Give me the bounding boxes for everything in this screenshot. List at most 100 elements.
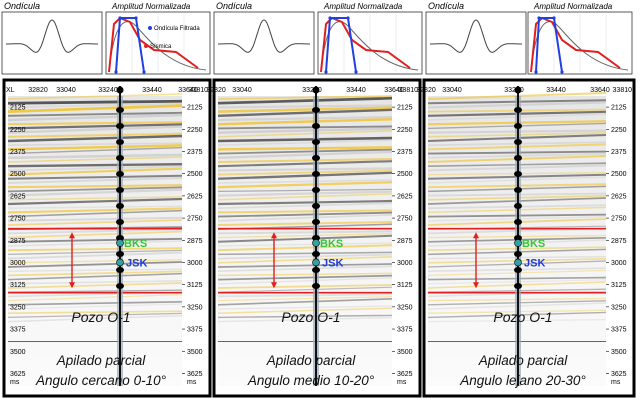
seismic-reflection <box>7 261 183 268</box>
time-tick-label: 3375 <box>187 327 203 334</box>
time-tick-label-left: 3125 <box>10 282 26 289</box>
seismic-reflection <box>217 213 393 222</box>
seismic-reflection <box>7 111 183 117</box>
legend-seismic-label: Sísmica <box>150 44 172 50</box>
seismic-reflection <box>217 160 393 168</box>
marker-top-label: BKS <box>522 238 545 250</box>
well-log-blip <box>312 219 320 225</box>
seismic-reflection <box>217 95 393 100</box>
seismic-reflection <box>217 298 393 306</box>
time-tick-label: 2250 <box>611 127 627 134</box>
marker-top-label: BKS <box>320 238 343 250</box>
xl-tick-label: 33440 <box>546 87 566 94</box>
time-tick-label-left: 2875 <box>10 238 26 245</box>
wavelet-curve <box>6 19 98 53</box>
seismic-reflection <box>7 268 183 272</box>
seismic-reflection <box>7 209 183 218</box>
seismic-reflection <box>7 310 183 314</box>
time-tick-label: 2750 <box>187 216 203 223</box>
seismic-reflection <box>7 216 183 222</box>
seismic-reflection <box>7 177 183 184</box>
seismic-reflection <box>7 219 183 226</box>
seismic-reflection <box>217 209 393 214</box>
wavelet-curve <box>218 19 310 53</box>
well-log-blip <box>116 187 124 193</box>
well-log-blip <box>514 171 522 177</box>
time-tick-label: 3125 <box>611 282 627 289</box>
xl-tick-label: 33240 <box>98 87 118 94</box>
seismic-reflection <box>217 316 393 323</box>
time-tick-label: 3125 <box>397 282 413 289</box>
well-log-blip <box>514 107 522 113</box>
stack-caption: Apilado parcial <box>266 353 357 368</box>
seismic-panel-3: BKS JSK 32820 33040 33240 33440 33640 33810 2125… <box>416 78 636 398</box>
angle-range-caption: Angulo lejano 20-30° <box>459 373 586 388</box>
time-tick-label-left: 3375 <box>10 327 26 334</box>
seismic-reflection <box>7 259 183 264</box>
time-tick-label: 3500 <box>187 349 203 356</box>
filter-corner-point <box>346 16 350 20</box>
wavelet-title: Ondícula <box>428 1 464 11</box>
seismic-reflection <box>7 312 183 319</box>
well-log-blip <box>312 187 320 193</box>
top-marker-dot <box>116 239 124 247</box>
time-tick-label: 3000 <box>611 260 627 267</box>
wavelet-box <box>213 11 315 75</box>
time-tick-label: 2875 <box>187 238 203 245</box>
time-tick-label: 2500 <box>611 171 627 178</box>
seismic-reflection <box>7 121 183 126</box>
seismic-reflection <box>217 277 393 285</box>
well-log-blip <box>116 267 124 273</box>
well-log-blip <box>116 283 124 289</box>
seismic-reflection <box>217 148 393 155</box>
angle-range-caption: Angulo medio 10-20° <box>247 373 375 388</box>
seismic-reflection <box>217 157 393 164</box>
seismic-reflection <box>7 156 183 163</box>
amplitude-title: Amplitud Normalizada <box>111 2 191 11</box>
well-log-blip <box>514 155 522 161</box>
seismic-reflection <box>217 295 393 302</box>
seismic-reflection <box>7 144 183 151</box>
time-tick-label: 3625 <box>187 371 203 378</box>
base-marker-dot <box>514 258 522 267</box>
amplitude-title: Amplitud Normalizada <box>533 2 613 11</box>
time-tick-label-left: 2625 <box>10 193 26 200</box>
seismic-reflection <box>217 221 393 226</box>
xl-tick-label: 33440 <box>346 87 366 94</box>
seismic-reflection <box>7 237 183 243</box>
time-tick-label-left: 2125 <box>10 105 26 112</box>
well-log-blip <box>116 155 124 161</box>
well-log-blip <box>514 267 522 273</box>
seismic-reflection <box>7 249 183 256</box>
stack-caption: Apilado parcial <box>56 353 147 368</box>
well-name-caption: Pozo O-1 <box>281 309 340 325</box>
well-log-blip <box>312 203 320 209</box>
seismic-reflection <box>217 199 393 206</box>
time-unit-label: ms <box>611 379 621 386</box>
well-log-blip <box>116 107 124 113</box>
filter-corner-point <box>134 16 138 20</box>
well-name-caption: Pozo O-1 <box>71 309 130 325</box>
seismic-reflection <box>7 104 183 113</box>
seismic-reflection <box>217 167 393 172</box>
time-tick-label: 3625 <box>397 371 413 378</box>
reference-spectrum <box>320 21 419 73</box>
seismic-reflection <box>217 127 393 134</box>
time-tick-label-left: 3625 <box>10 371 26 378</box>
wavelet-title: Ondícula <box>4 1 40 11</box>
seismic-reflection <box>7 280 183 285</box>
seismic-reflection <box>7 270 183 277</box>
seismic-reflection <box>217 256 393 264</box>
xl-tick-label: 33040 <box>232 87 252 94</box>
seismic-reflection <box>7 300 183 306</box>
xl-tick-label: 32820 <box>416 87 436 94</box>
well-log-blip <box>514 283 522 289</box>
xl-tick-label: 33810 <box>399 87 419 94</box>
seismic-reflection <box>217 115 393 122</box>
filter-corner-point <box>324 70 328 74</box>
seismic-reflection <box>217 202 393 210</box>
base-marker-dot <box>312 258 320 267</box>
